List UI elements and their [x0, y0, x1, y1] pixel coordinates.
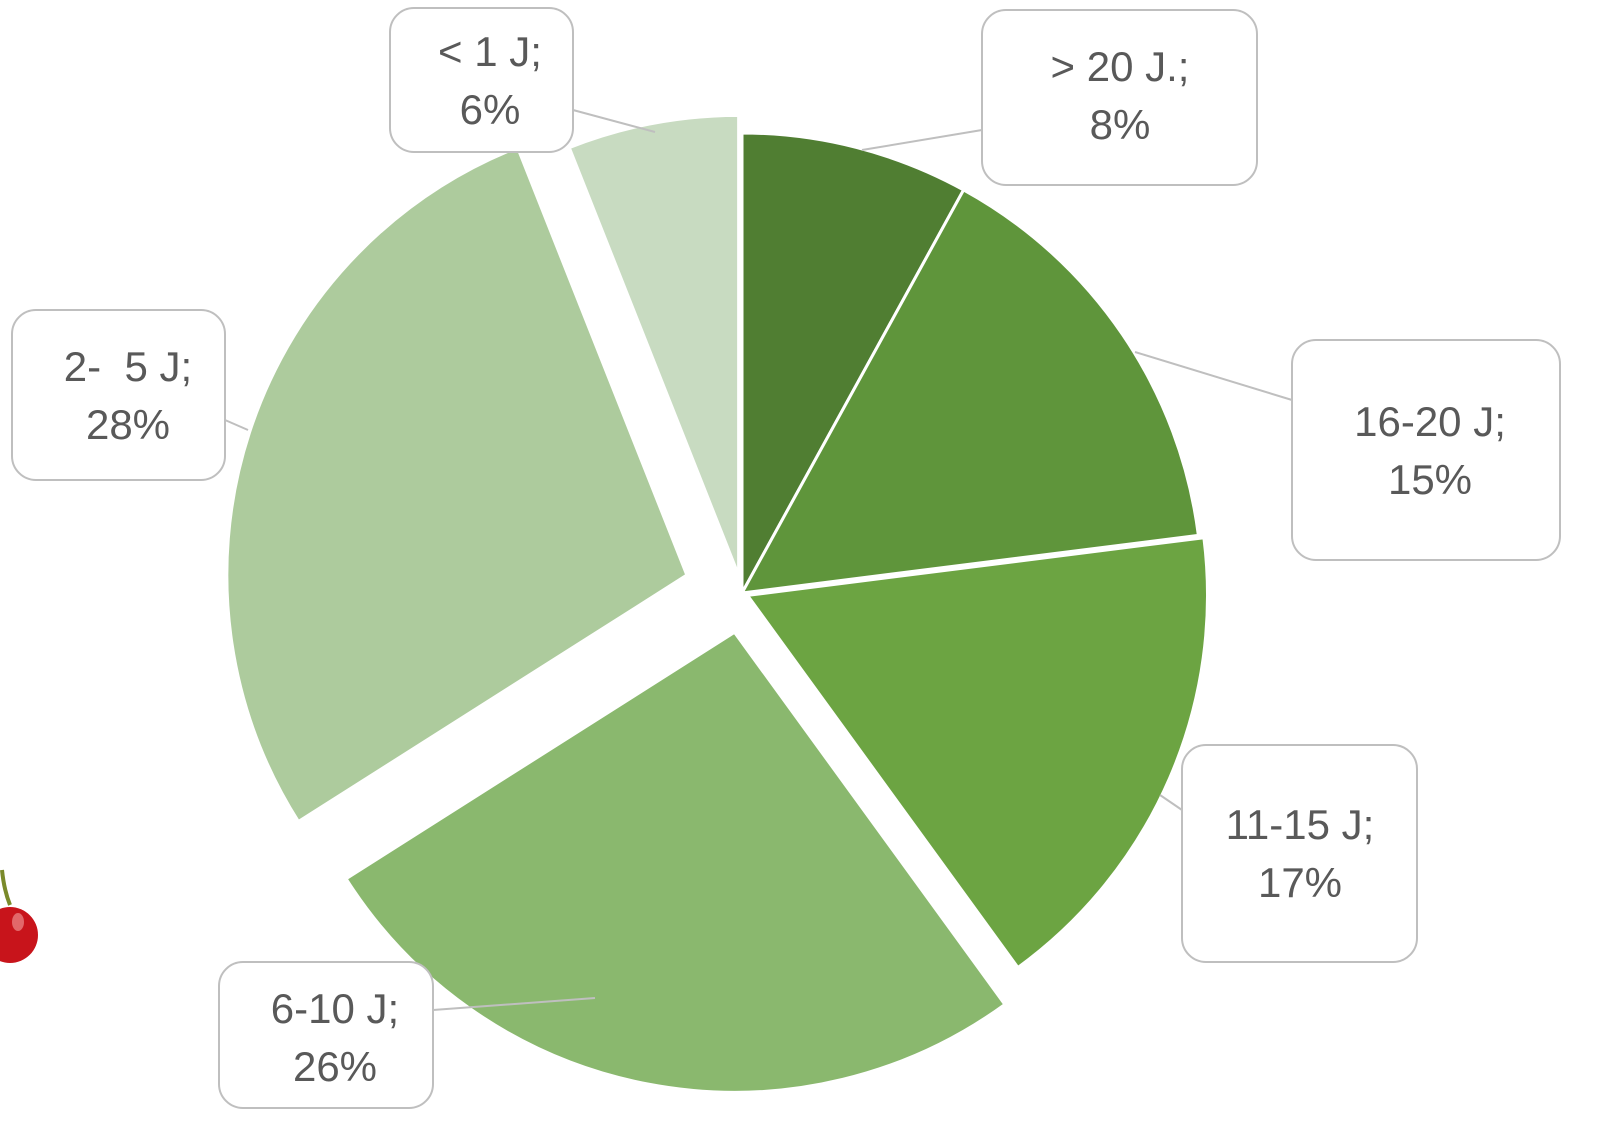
data-label-value: 28%: [86, 401, 170, 448]
callout-box: [12, 310, 225, 480]
data-label-value: 15%: [1388, 456, 1472, 503]
data-label-value: 6%: [460, 86, 521, 133]
data-label-category: 11-15 J;: [1226, 801, 1375, 848]
data-label-category: 2- 5 J;: [64, 343, 192, 390]
data-callout: 11-15 J; 17%: [1160, 745, 1417, 962]
callout-box: [1182, 745, 1417, 962]
data-callout: 2- 5 J; 28%: [12, 310, 248, 480]
data-label-value: 17%: [1258, 859, 1342, 906]
data-label-category: > 20 J.;: [1051, 43, 1190, 90]
data-label-category: < 1 J;: [438, 28, 542, 75]
data-callout: < 1 J; 6%: [390, 8, 655, 152]
callout-box: [1292, 340, 1560, 560]
leader-line: [1135, 352, 1292, 400]
data-label-category: 16-20 J;: [1354, 398, 1506, 445]
data-label-value: 26%: [293, 1043, 377, 1090]
callout-box: [982, 10, 1257, 185]
leader-line: [573, 110, 655, 132]
data-label-category: 6-10 J;: [271, 985, 399, 1032]
data-callout: > 20 J.; 8%: [862, 10, 1257, 185]
leader-line: [862, 130, 982, 150]
cherry-decoration: [0, 870, 38, 963]
chart: > 20 J.; 8% 16-20 J; 15% 11-15 J; 17% 6-10 J; 2…: [0, 0, 1608, 1137]
leader-line: [1160, 795, 1182, 810]
leader-line: [225, 420, 248, 430]
data-label-value: 8%: [1090, 101, 1151, 148]
